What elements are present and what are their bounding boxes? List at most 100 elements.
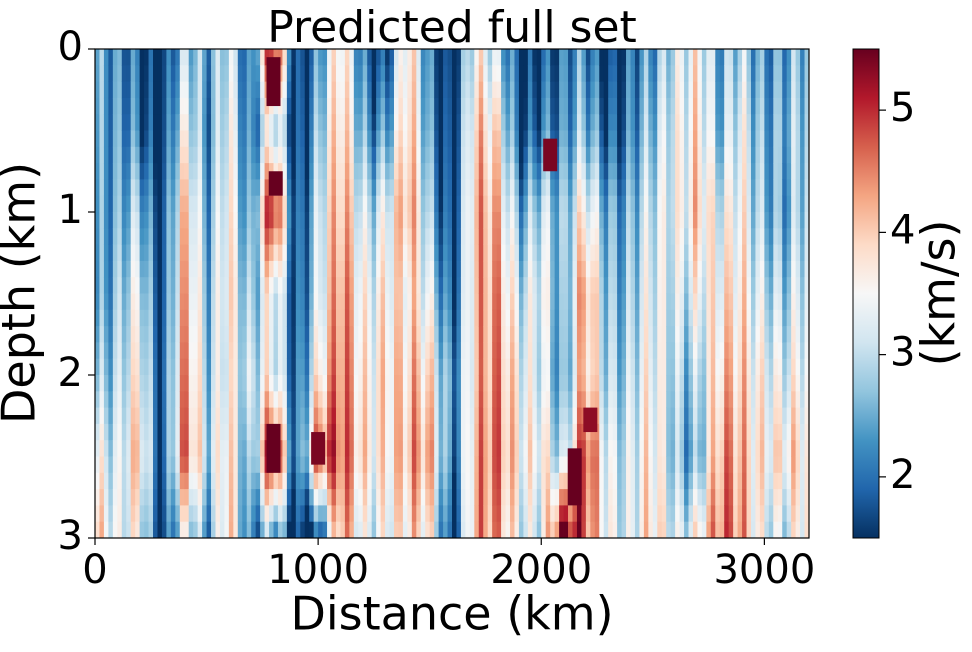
heatmap-cell	[295, 326, 301, 343]
heatmap-cell	[773, 97, 779, 115]
heatmap-cell	[148, 114, 154, 131]
heatmap-cell	[782, 423, 788, 441]
heatmap-cell	[617, 130, 622, 148]
heatmap-cell	[358, 130, 364, 148]
heatmap-cell	[804, 489, 809, 506]
heatmap-cell	[518, 212, 524, 229]
heatmap-cell	[554, 456, 560, 474]
heatmap-cell	[367, 228, 373, 245]
heatmap-cell	[639, 489, 645, 506]
heatmap-cell	[483, 97, 489, 115]
heatmap-cell	[367, 391, 373, 408]
heatmap-cell	[532, 228, 538, 245]
heatmap-cell	[764, 391, 770, 408]
heatmap-cell	[108, 179, 114, 197]
heatmap-cell	[733, 326, 738, 343]
heatmap-cell	[750, 505, 756, 523]
heatmap-cell	[599, 472, 605, 490]
heatmap-cell	[135, 81, 141, 99]
heatmap-cell	[193, 277, 199, 294]
heatmap-cell	[452, 326, 457, 343]
heatmap-cell	[219, 440, 225, 457]
heatmap-cell	[724, 326, 730, 343]
heatmap-cell	[559, 114, 564, 131]
heatmap-cell	[264, 212, 270, 229]
heatmap-cell	[576, 49, 582, 66]
heatmap-cell	[728, 228, 734, 245]
heatmap-cell	[670, 65, 676, 82]
heatmap-cell	[594, 309, 600, 327]
heatmap-cell	[273, 326, 279, 343]
heatmap-cell	[398, 49, 404, 66]
heatmap-cell	[327, 114, 332, 131]
heatmap-cell	[612, 326, 618, 343]
heatmap-cell	[260, 277, 265, 294]
heatmap-cell	[621, 114, 627, 131]
heatmap-cell	[335, 342, 341, 360]
heatmap-cell	[184, 505, 190, 523]
heatmap-cell	[536, 228, 542, 245]
heatmap-cell	[523, 277, 529, 294]
heatmap-cell	[304, 505, 310, 523]
heatmap-cell	[130, 65, 136, 82]
heatmap-cell	[188, 521, 194, 538]
heatmap-cell	[438, 358, 444, 376]
heatmap-cell	[255, 309, 261, 327]
heatmap-cell	[505, 472, 511, 490]
heatmap-cell	[349, 277, 355, 294]
heatmap-cell	[429, 277, 435, 294]
heatmap-cell	[612, 456, 618, 474]
heatmap-cell	[322, 49, 328, 66]
heatmap-cell	[130, 456, 136, 474]
heatmap-cell	[282, 228, 288, 245]
heatmap-cell	[643, 49, 649, 66]
heatmap-cell	[684, 195, 689, 213]
heatmap-cell	[184, 114, 190, 131]
heatmap-cell	[782, 146, 788, 164]
heatmap-cell	[251, 375, 257, 392]
heatmap-cell	[759, 293, 765, 311]
heatmap-cell	[594, 293, 600, 311]
heatmap-cell	[434, 97, 440, 115]
heatmap-cell	[657, 244, 663, 262]
heatmap-cell	[309, 65, 315, 82]
heatmap-cell	[273, 293, 279, 311]
heatmap-cell	[438, 195, 444, 213]
heatmap-cell	[621, 244, 627, 262]
heatmap-cell	[719, 130, 725, 148]
heatmap-cell	[514, 456, 520, 474]
heatmap-cell	[99, 293, 105, 311]
heatmap-cell	[773, 49, 779, 66]
heatmap-cell	[309, 326, 315, 343]
heatmap-cell	[594, 521, 600, 538]
heatmap-cell	[331, 342, 337, 360]
heatmap-cell	[108, 228, 114, 245]
heatmap-cell	[474, 228, 480, 245]
heatmap-cell	[804, 277, 809, 294]
heatmap-cell	[434, 146, 440, 164]
heatmap-cell	[514, 521, 520, 538]
heatmap-cell	[733, 440, 738, 457]
heatmap-cell	[737, 505, 743, 523]
heatmap-cell	[193, 423, 199, 441]
heatmap-cell	[465, 375, 471, 392]
heatmap-cell	[737, 326, 743, 343]
heatmap-cell	[800, 195, 805, 213]
heatmap-cell	[95, 472, 100, 490]
heatmap-cell	[429, 244, 435, 262]
heatmap-cell	[523, 293, 529, 311]
heatmap-cell	[608, 81, 614, 99]
heatmap-cell	[425, 521, 431, 538]
heatmap-cell	[563, 309, 569, 327]
heatmap-cell	[385, 505, 390, 523]
heatmap-cell	[175, 521, 181, 538]
heatmap-cell	[447, 244, 453, 262]
heatmap-cell	[724, 440, 730, 457]
heatmap-cell	[581, 179, 587, 197]
heatmap-cell	[675, 489, 680, 506]
heatmap-cell	[554, 228, 560, 245]
heatmap-cell	[545, 49, 551, 66]
heatmap-cell	[206, 505, 212, 523]
heatmap-cell	[737, 195, 743, 213]
heatmap-cell	[112, 358, 118, 376]
